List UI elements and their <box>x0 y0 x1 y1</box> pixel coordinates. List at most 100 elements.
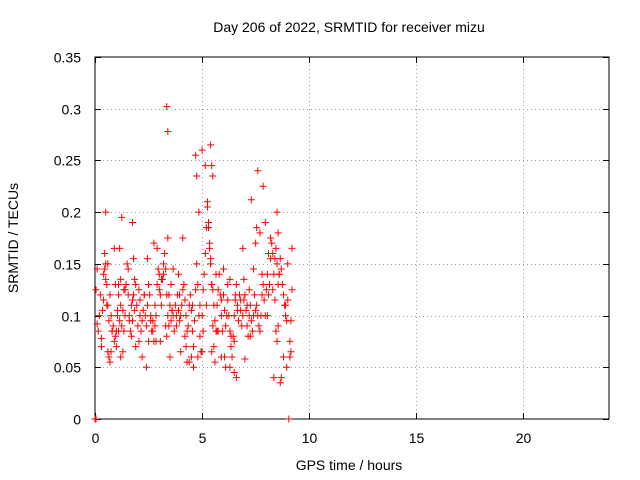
x-tick-label: 20 <box>516 430 532 446</box>
data-point <box>153 244 161 252</box>
data-point <box>205 224 213 232</box>
data-point <box>227 332 235 340</box>
data-point <box>277 374 285 382</box>
data-point <box>152 337 160 345</box>
data-point <box>164 234 172 242</box>
data-point <box>97 334 105 342</box>
data-point <box>264 291 272 299</box>
data-point <box>252 239 260 247</box>
data-point <box>259 182 267 190</box>
data-point <box>152 312 160 320</box>
data-point <box>111 332 119 340</box>
data-point <box>196 332 204 340</box>
data-point <box>241 291 249 299</box>
data-point <box>117 353 125 361</box>
data-point <box>175 306 183 314</box>
data-point <box>274 322 282 330</box>
data-point <box>258 270 266 278</box>
data-point <box>181 296 189 304</box>
data-point <box>269 286 277 294</box>
data-point <box>182 343 190 351</box>
data-point <box>122 281 130 289</box>
data-point <box>255 322 263 330</box>
data-point <box>276 255 284 263</box>
data-point <box>274 229 282 237</box>
data-point <box>132 343 140 351</box>
data-point <box>254 167 262 175</box>
data-point <box>202 301 210 309</box>
data-point <box>137 327 145 335</box>
y-tick-label: 0.25 <box>54 153 81 169</box>
data-point <box>169 265 177 273</box>
data-point <box>193 260 201 268</box>
data-point <box>115 281 123 289</box>
data-point <box>161 250 169 258</box>
data-point <box>213 301 221 309</box>
data-point <box>183 358 191 366</box>
y-axis-label: SRMTID / TECUs <box>5 183 21 293</box>
data-point <box>196 301 204 309</box>
data-point <box>199 327 207 335</box>
data-point <box>123 260 131 268</box>
data-point <box>243 322 251 330</box>
data-point <box>262 286 270 294</box>
data-point <box>221 306 229 314</box>
data-point <box>117 301 125 309</box>
data-point <box>239 244 247 252</box>
data-point <box>276 379 284 387</box>
data-point <box>125 317 133 325</box>
data-point <box>155 286 163 294</box>
data-point <box>261 218 269 226</box>
data-point <box>201 162 209 170</box>
data-point <box>187 353 195 361</box>
data-point <box>200 270 208 278</box>
data-point <box>163 103 171 111</box>
data-point <box>194 281 202 289</box>
data-point <box>95 312 103 320</box>
grid <box>95 57 609 419</box>
data-point <box>195 208 203 216</box>
data-point <box>208 348 216 356</box>
data-point <box>275 270 283 278</box>
data-point <box>135 286 143 294</box>
data-point <box>92 286 100 294</box>
data-point <box>151 322 159 330</box>
data-point <box>180 281 188 289</box>
data-point <box>199 286 207 294</box>
data-point <box>167 281 175 289</box>
data-point <box>108 327 116 335</box>
data-point <box>179 234 187 242</box>
plot-frame <box>94 56 610 420</box>
data-point <box>214 286 222 294</box>
data-point <box>224 281 232 289</box>
data-point <box>228 353 236 361</box>
data-point <box>154 265 162 273</box>
data-point <box>259 281 267 289</box>
data-point <box>176 317 184 325</box>
data-point <box>100 296 108 304</box>
data-point <box>193 172 201 180</box>
data-point <box>145 281 153 289</box>
data-point <box>220 265 227 273</box>
data-point <box>245 286 253 294</box>
data-point <box>207 141 215 149</box>
data-point <box>246 332 254 340</box>
data-point <box>284 296 292 304</box>
data-point <box>249 265 257 273</box>
data-point <box>286 337 294 345</box>
data-point <box>179 286 187 294</box>
data-point <box>118 213 126 221</box>
data-point <box>222 322 230 330</box>
data-points <box>91 103 296 423</box>
data-point <box>247 317 255 325</box>
data-point <box>109 322 117 330</box>
data-point <box>263 312 271 320</box>
data-point <box>135 337 143 345</box>
data-point <box>92 415 100 423</box>
data-point <box>282 301 290 309</box>
data-point <box>130 255 138 263</box>
data-point <box>124 265 132 273</box>
data-point <box>136 296 144 304</box>
data-point <box>272 244 280 252</box>
